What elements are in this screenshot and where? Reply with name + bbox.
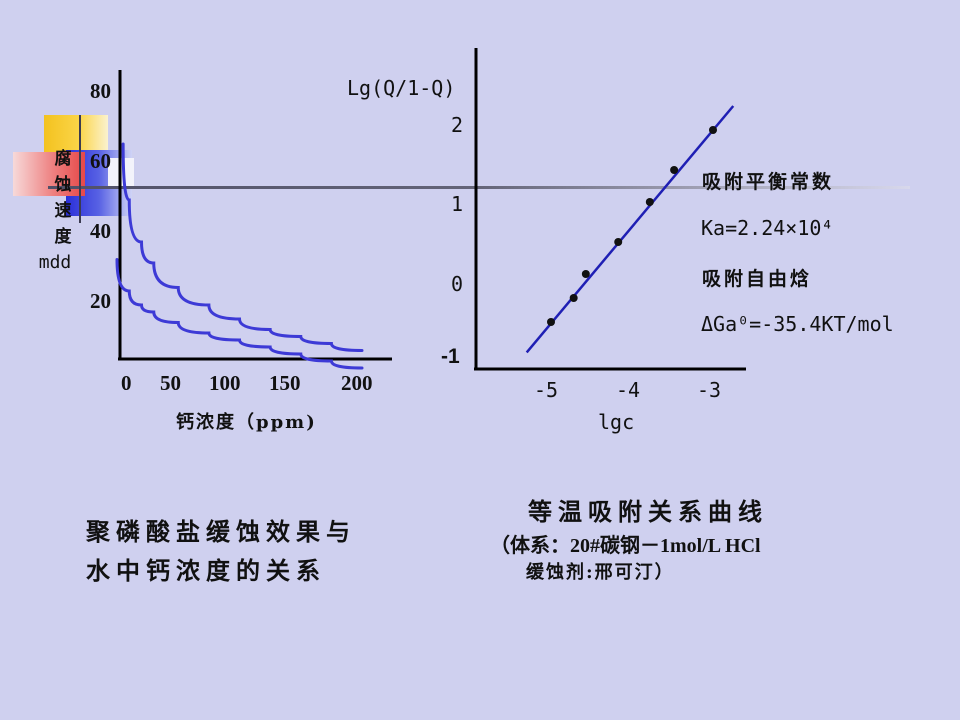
annotation-enthalpy-value: ΔGa⁰=-35.4KT/mol	[701, 312, 894, 336]
right-y-tick-label: 0	[451, 272, 464, 296]
left-y-tick-label: 80	[90, 79, 111, 103]
annotation-equilibrium-label: 吸附平衡常数	[702, 171, 835, 193]
left-x-tick-label: 150	[269, 371, 301, 395]
left-y-tick-label: 60	[90, 149, 111, 173]
right-chart-axes	[474, 48, 746, 371]
left-x-tick-label: 0	[121, 371, 132, 395]
left-y-axis-label-char: 腐	[54, 149, 72, 169]
right-caption-line1: （体系：20#碳钢－1mol/L HCl	[490, 535, 761, 557]
annotation-equilibrium-value: Ka=2.24×10⁴	[701, 216, 834, 240]
right-y-tick-label: -1	[441, 345, 460, 368]
data-point	[709, 126, 717, 134]
decor-horizontal-rule	[48, 186, 910, 189]
left-y-axis-label-char: 度	[54, 227, 72, 247]
left-y-axis-unit: mdd	[38, 252, 72, 273]
left-y-tick-label: 20	[90, 289, 111, 313]
data-point	[569, 294, 578, 302]
left-caption-line2: 水中钙浓度的关系	[86, 556, 326, 585]
left-chart-axes	[118, 70, 392, 361]
left-series-line-2	[115, 258, 364, 370]
left-x-tick-label: 50	[160, 371, 181, 395]
left-series-line-1	[121, 142, 364, 352]
right-y-tick-label: 2	[451, 113, 464, 137]
right-x-tick-label: -4	[616, 378, 641, 402]
left-y-axis-label-char: 速	[54, 201, 72, 221]
right-y-axis-label: Lg(Q/1-Q)	[347, 76, 456, 100]
right-x-axis-label: lgc	[598, 410, 635, 434]
annotation-enthalpy-label: 吸附自由焓	[702, 268, 813, 290]
left-caption-line1: 聚磷酸盐缓蚀效果与	[86, 517, 356, 546]
right-x-tick-label: -5	[534, 378, 559, 402]
left-y-axis-label-text: 腐蚀速度 mdd	[38, 146, 88, 276]
left-y-tick-label: 40	[90, 219, 111, 243]
right-chart-marks	[525, 105, 735, 354]
left-x-axis-label: 钙浓度（ppm)	[176, 412, 317, 433]
data-point	[581, 270, 590, 278]
data-point	[547, 318, 555, 326]
left-chart-curves	[115, 142, 364, 370]
left-y-axis-label: 腐蚀速度 mdd	[36, 146, 88, 276]
right-y-tick-label: 1	[451, 192, 464, 216]
fit-line	[525, 105, 735, 354]
left-x-tick-label: 100	[209, 371, 241, 395]
decor-vertical-rule	[79, 115, 81, 223]
left-x-tick-label: 200	[341, 371, 373, 395]
right-x-tick-label: -3	[697, 378, 722, 402]
data-point	[645, 198, 654, 206]
right-caption-line2: 缓蚀剂:邢可汀）	[526, 562, 675, 583]
data-point	[614, 238, 623, 246]
data-point	[670, 166, 679, 174]
right-caption-title: 等温吸附关系曲线	[528, 497, 768, 526]
left-y-axis-label-char: 蚀	[54, 175, 72, 195]
